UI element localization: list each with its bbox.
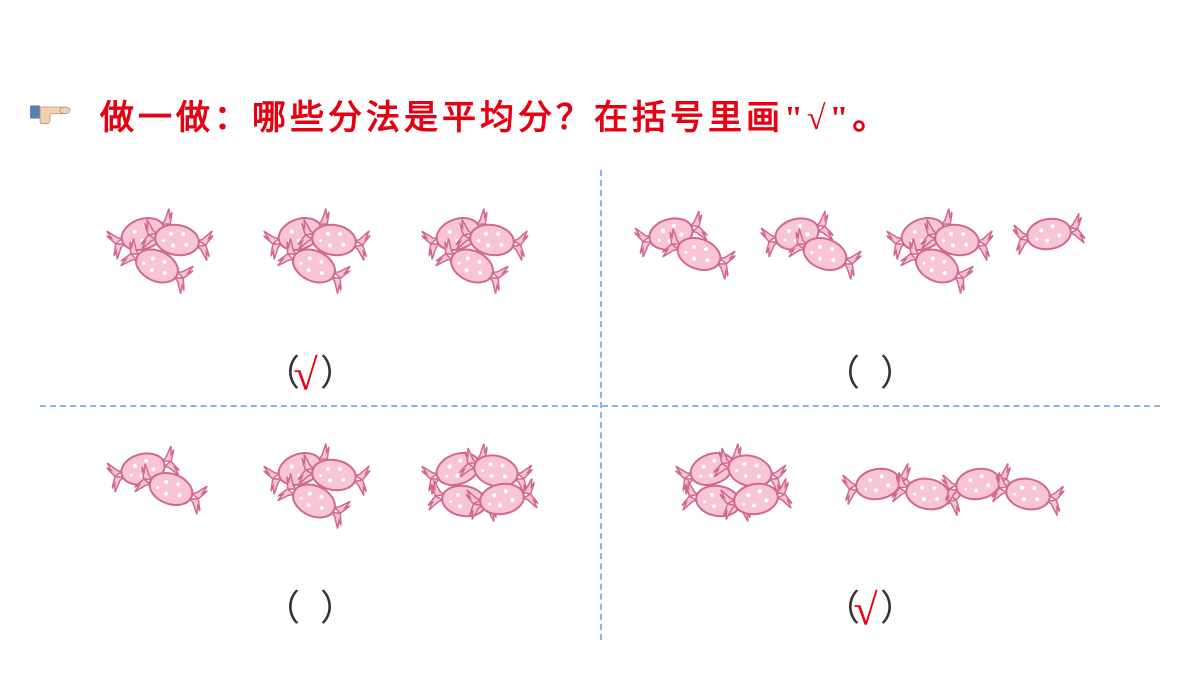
candy-cluster xyxy=(265,448,375,538)
candy-cluster xyxy=(843,463,1083,523)
candy-cluster xyxy=(677,448,787,538)
candy-groups-q2 xyxy=(600,170,1160,335)
candy-groups-q3 xyxy=(40,405,600,570)
checkmark-q4: √ xyxy=(854,585,898,636)
candy-cluster xyxy=(108,448,218,538)
checkmark-q1: √ xyxy=(294,350,338,401)
candy-cluster xyxy=(265,213,375,303)
candy-groups-q1 xyxy=(40,170,600,335)
candy-cluster xyxy=(888,213,998,303)
answer-q3: （ ） √ xyxy=(40,570,600,640)
candy-groups-q4 xyxy=(600,405,1160,570)
quadrant-4: （ ） √ xyxy=(600,405,1160,640)
candy-cluster xyxy=(423,448,533,538)
candy-cluster xyxy=(1014,213,1124,303)
quadrant-1: （ ） √ xyxy=(40,170,600,405)
instruction-title: 做一做：哪些分法是平均分？在括号里画"√"。 xyxy=(100,90,890,139)
candy-cluster xyxy=(423,213,533,303)
paren-close: ） xyxy=(880,344,936,396)
candy-cluster xyxy=(636,213,746,303)
candy-cluster xyxy=(108,213,218,303)
paren-open: （ xyxy=(264,579,320,631)
exercise-grid: （ ） √ xyxy=(40,170,1160,640)
answer-q1: （ ） √ xyxy=(40,335,600,405)
paren-open: （ xyxy=(824,344,880,396)
pointing-hand-icon xyxy=(30,97,80,132)
quadrant-3: （ ） √ xyxy=(40,405,600,640)
quadrant-2: （ ） √ xyxy=(600,170,1160,405)
candy-cluster xyxy=(762,213,872,303)
paren-close: ） xyxy=(320,579,376,631)
answer-q2: （ ） √ xyxy=(600,335,1160,405)
answer-q4: （ ） √ xyxy=(600,570,1160,640)
